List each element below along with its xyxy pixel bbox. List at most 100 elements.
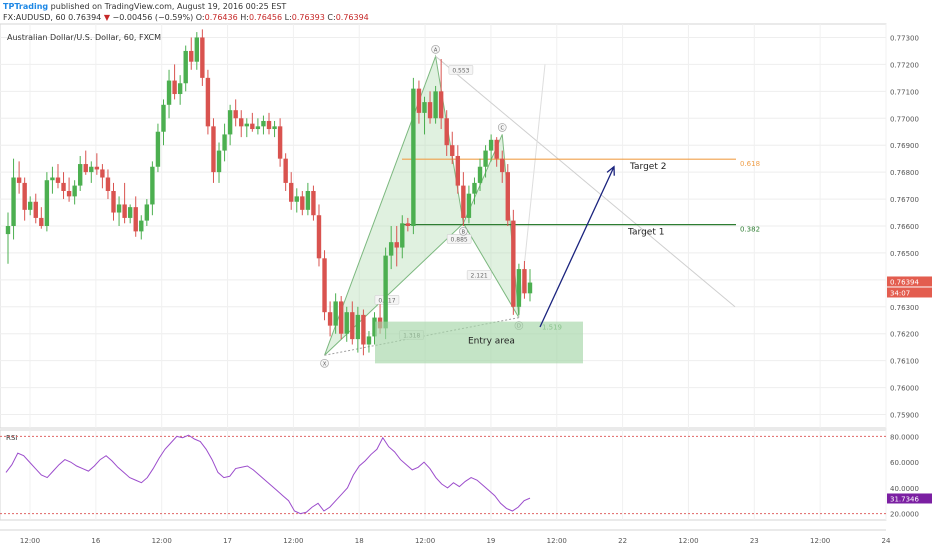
low-label: L:	[284, 13, 292, 22]
candle-body	[344, 312, 349, 334]
candle-body	[211, 126, 216, 173]
candle-body	[422, 102, 427, 113]
rsi-pane-frame	[0, 429, 887, 521]
countdown-tag-text: 34:07	[890, 289, 910, 297]
close-label: C:	[327, 13, 336, 22]
candle-body	[266, 120, 272, 130]
candle-body	[361, 314, 366, 345]
candle-body	[22, 182, 27, 210]
candle-body	[316, 215, 322, 259]
symbol-info: FX:AUDUSD, 60 0.76394 ▼ −0.00456 (−0.59%…	[3, 13, 369, 22]
candle-body	[16, 177, 22, 183]
candle-body	[33, 201, 38, 218]
candle-body	[394, 242, 399, 248]
candle-body	[161, 104, 166, 132]
candle-body	[338, 301, 344, 334]
fib-ratio-label: 0.382	[740, 226, 760, 234]
candle-body	[450, 145, 455, 156]
down-arrow-icon: ▼	[103, 13, 110, 22]
axes: 0.77300 0.77200 0.77100 0.77000 0.76900 0.768…	[0, 34, 932, 545]
ratio-label-bg	[446, 234, 472, 244]
ratio-label-bg	[466, 270, 492, 280]
y-tick-label: 0.77000	[890, 115, 919, 123]
y-tick-label: 0.76000	[890, 385, 919, 393]
y-tick-label: 0.77100	[890, 88, 919, 96]
candle-body	[244, 123, 249, 127]
projection-arrow	[539, 166, 615, 328]
x-tick-label: 16	[91, 537, 100, 545]
candle-body	[177, 83, 183, 95]
candle-body	[111, 190, 116, 213]
candle-body	[289, 182, 294, 202]
point-label: X	[323, 361, 327, 367]
candle-body	[250, 123, 255, 130]
rsi-value-tag	[887, 493, 932, 504]
candle-body	[272, 126, 277, 130]
candle-body	[383, 255, 388, 329]
candle-body	[100, 169, 105, 178]
y-tick-label: 0.76800	[890, 169, 919, 177]
ratio-label: 0.885	[451, 236, 468, 243]
candle-body	[28, 201, 33, 210]
candle-body	[105, 177, 111, 191]
candle-body	[372, 317, 377, 337]
candle-body	[66, 190, 72, 197]
close-value: 0.76394	[335, 13, 369, 22]
chart-title: Australian Dollar/U.S. Dollar, 60, FXCM	[7, 33, 161, 42]
candle-body	[133, 207, 138, 232]
xab-triangle	[324, 54, 464, 356]
candle-body	[239, 118, 244, 127]
candle-body	[483, 150, 488, 167]
candle-body	[355, 314, 361, 340]
x-tick-label: 24	[882, 537, 891, 545]
point-label: C	[500, 125, 504, 131]
candle-body	[505, 172, 510, 221]
target-label: Target 2	[629, 162, 666, 172]
y-tick-label: 0.77200	[890, 61, 919, 69]
candle-body	[205, 77, 211, 127]
candle-body	[400, 223, 405, 248]
publish-info: TPTrading published on TradingView.com, …	[3, 2, 286, 11]
candle-body	[433, 91, 438, 119]
y-tick-label: 0.75900	[890, 412, 919, 420]
last-price-tag	[887, 276, 932, 287]
open-label: O:	[195, 13, 205, 22]
x-tick-label: 12:00	[152, 537, 172, 545]
rsi-tick-label: 80.0000	[890, 433, 919, 441]
candle-body	[227, 110, 233, 135]
candle-body	[411, 88, 416, 226]
bcd-triangle	[462, 134, 520, 318]
fib-ratio-label: 0.618	[740, 160, 760, 168]
point-marker	[431, 45, 440, 54]
candle-body	[388, 242, 394, 256]
candle-body	[405, 223, 411, 226]
candle-body	[150, 166, 155, 205]
candle-body	[461, 185, 466, 218]
x-tick-label: 12:00	[415, 537, 435, 545]
candle-body	[277, 126, 283, 159]
last-price: 0.76394	[68, 13, 102, 22]
y-tick-label: 0.76500	[890, 250, 919, 258]
author-link[interactable]: TPTrading	[3, 2, 49, 11]
candle-body	[155, 131, 161, 167]
candle-body	[472, 182, 477, 194]
candle-body	[233, 110, 238, 119]
y-tick-label: 0.76900	[890, 142, 919, 150]
point-marker	[320, 358, 329, 368]
low-value: 0.76393	[291, 13, 325, 22]
candle-body	[144, 204, 150, 221]
candle-body	[94, 166, 100, 170]
open-value: 0.76436	[204, 13, 238, 22]
candle-body	[194, 37, 200, 62]
candle-body	[11, 177, 16, 226]
candle-body	[494, 139, 499, 159]
rsi-line	[5, 434, 531, 515]
candle-body	[522, 269, 527, 294]
high-label: H:	[240, 13, 249, 22]
target-label: Target 1	[627, 228, 664, 238]
candle-body	[39, 217, 44, 226]
x-tick-label: 12:00	[547, 537, 567, 545]
point-label: B	[462, 229, 466, 235]
rsi-tick-label: 40.0000	[890, 485, 919, 493]
